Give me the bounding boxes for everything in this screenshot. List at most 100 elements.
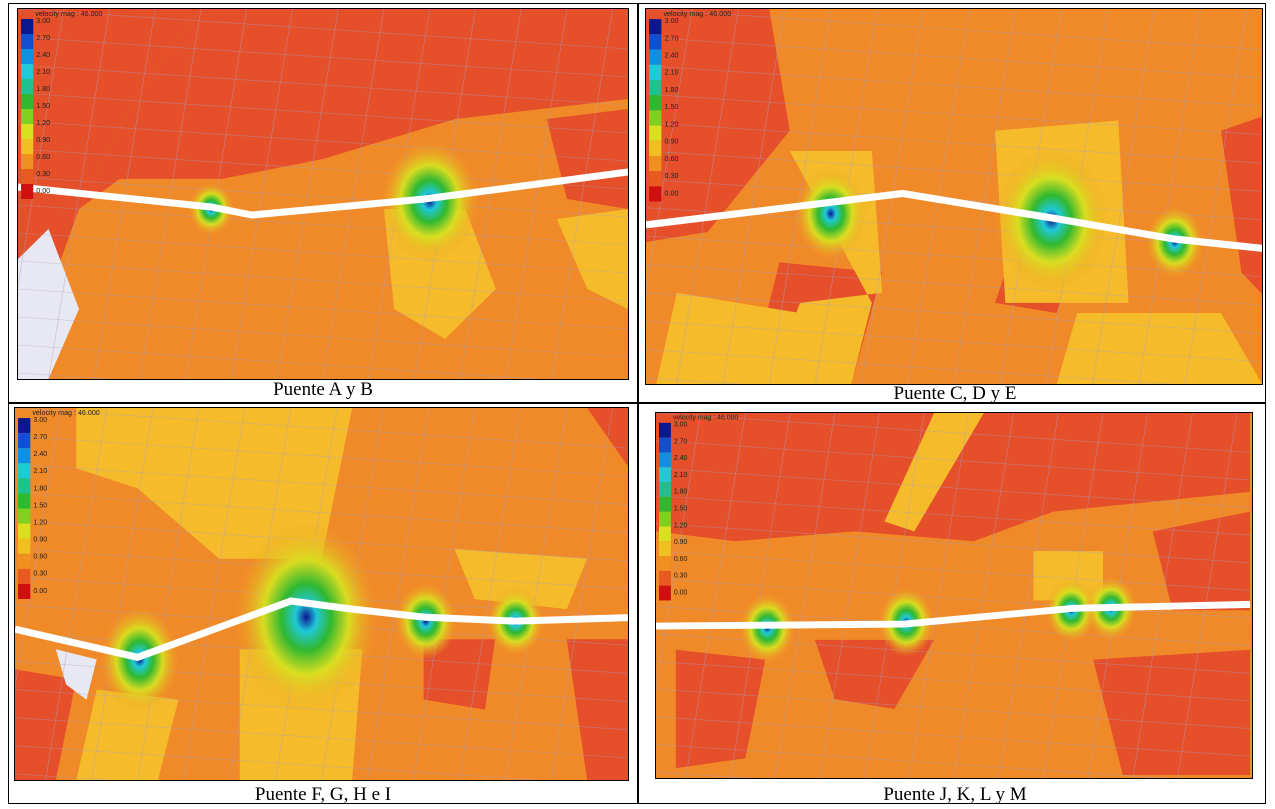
mid-velocity-zone: [884, 413, 984, 532]
mesh-line: [276, 9, 339, 379]
divider: [637, 3, 639, 804]
mesh-line: [646, 65, 1262, 107]
mesh-line: [1177, 413, 1238, 778]
road-embankment: [15, 597, 628, 662]
colorbar-step: [658, 511, 671, 527]
colorbar-step: [658, 467, 671, 483]
dry-zone: [55, 649, 97, 700]
mesh-line: [18, 92, 628, 134]
legend-label: 0.60: [674, 556, 688, 563]
mesh-line: [646, 349, 1175, 384]
colorbar-step: [18, 508, 31, 524]
legend-label: 0.90: [674, 539, 688, 546]
legend-label: 2.10: [664, 69, 678, 77]
mesh-line: [646, 292, 1262, 334]
mesh-line: [646, 264, 1262, 306]
mesh-line: [231, 9, 293, 379]
panel-image: velocity mag : 46.000 3.00 2.70 2.40 2.10 1.8…: [645, 8, 1263, 385]
legend-label: 2.40: [664, 52, 678, 60]
road-embankment: [646, 189, 1262, 252]
mesh-line: [685, 413, 746, 778]
legend-label: 1.20: [36, 120, 50, 127]
colorbar-step: [21, 124, 34, 139]
mesh-line: [18, 316, 628, 358]
mesh-line: [656, 467, 1252, 508]
mesh-line: [646, 122, 1262, 164]
mesh-line: [953, 413, 1014, 778]
mesh-line: [15, 435, 628, 477]
colorbar-step: [658, 422, 671, 438]
colorbar-step: [18, 433, 31, 449]
colorbar-step: [658, 541, 671, 557]
colorbar-step: [649, 64, 662, 80]
mesh-line: [1184, 9, 1247, 384]
legend-label: 0.30: [664, 172, 678, 180]
legend-label: 1.20: [674, 522, 688, 529]
low-velocity-zone: [566, 639, 628, 780]
mesh-line: [15, 408, 62, 689]
mesh-line: [18, 36, 628, 78]
legend-label: 1.20: [33, 519, 47, 527]
mesh-line: [322, 9, 385, 379]
colorbar-step: [658, 482, 671, 497]
colorbar-step: [21, 109, 34, 124]
mesh-line: [953, 9, 1016, 384]
colorbar-step: [649, 171, 662, 187]
colorbar-step: [18, 493, 31, 509]
dry-zone: [18, 229, 79, 379]
legend-label: 3.00: [36, 18, 50, 25]
legend-title: velocity mag : 46.000: [673, 415, 739, 422]
colorbar-step: [658, 437, 671, 453]
legend-label: 1.50: [674, 506, 688, 513]
low-velocity-zone: [546, 109, 628, 209]
mesh-line: [459, 408, 522, 780]
bridge-flow: [395, 582, 457, 660]
legend-label: 2.70: [664, 34, 678, 42]
legend-title: velocity mag : 46.000: [35, 11, 102, 18]
mesh-line: [646, 320, 1262, 363]
legend-label: 0.60: [664, 155, 678, 163]
mesh-line: [909, 413, 970, 778]
low-velocity-zone: [1093, 649, 1251, 776]
legend-label: 2.70: [36, 35, 50, 42]
legend-label: 2.10: [36, 69, 50, 76]
colorbar-step: [18, 448, 31, 464]
legend-label: 2.10: [674, 472, 688, 479]
mesh-line: [459, 9, 522, 379]
legend-label: 2.40: [36, 52, 50, 59]
mesh-line: [91, 408, 154, 780]
mid-velocity-zone: [454, 548, 588, 610]
mesh-line: [18, 64, 628, 106]
colorbar-step: [21, 94, 34, 109]
low-velocity-zone: [675, 649, 766, 769]
caption: Puente A y B: [273, 379, 373, 400]
low-velocity-zone: [423, 639, 496, 710]
mid-velocity-zone: [656, 292, 800, 384]
mesh-line: [819, 413, 880, 778]
road-embankment: [656, 600, 1251, 630]
mesh-line: [18, 288, 628, 330]
mesh-line: [139, 9, 202, 379]
colorbar-step: [649, 19, 662, 35]
bridge-flow: [234, 521, 378, 713]
mesh-line: [646, 150, 1262, 192]
mesh-line: [367, 408, 430, 780]
mesh-line: [656, 744, 1168, 778]
colorbar-step: [21, 49, 34, 64]
mesh-line: [656, 523, 1252, 564]
mesh-line: [15, 464, 628, 505]
panel-image: velocity mag : 46.000 3.00 2.70 2.40 2.10 1.8…: [655, 412, 1253, 779]
colorbar-step: [21, 79, 34, 94]
colorbar-step: [658, 570, 671, 586]
panel-image: velocity mag : 46.000 3.00 2.70 2.40 2.10 1.8…: [17, 8, 629, 380]
mesh-line: [18, 9, 628, 50]
legend-label: 2.70: [674, 438, 688, 445]
mid-velocity-zone: [1056, 313, 1262, 384]
colorbar-step: [18, 538, 31, 554]
mesh-line: [1132, 413, 1193, 778]
legend-label: 0.90: [33, 536, 47, 544]
mid-velocity-zone: [76, 408, 353, 559]
mid-velocity-zone: [556, 209, 628, 309]
low-velocity-zone: [814, 639, 935, 709]
